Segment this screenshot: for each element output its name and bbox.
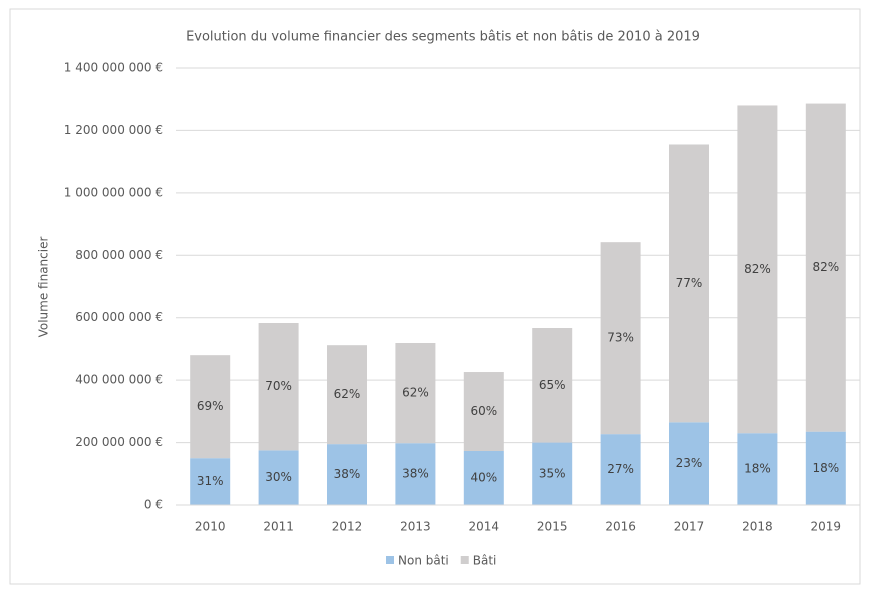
data-label: 18%	[744, 462, 771, 476]
y-tick-label: 1 000 000 000 €	[64, 185, 163, 199]
data-label: 35%	[539, 466, 566, 480]
bar-segment	[190, 458, 231, 505]
x-tick-label: 2015	[537, 520, 568, 534]
bar-segment	[737, 105, 778, 434]
bar-segment	[532, 442, 573, 505]
bar-segment	[258, 450, 299, 505]
data-label: 40%	[470, 470, 497, 484]
y-tick-label: 400 000 000 €	[75, 373, 163, 387]
bar-segment	[327, 345, 367, 445]
data-label: 38%	[334, 467, 361, 481]
y-axis-label: Volume financier	[37, 237, 51, 338]
data-label: 62%	[334, 387, 361, 401]
x-tick-label: 2010	[195, 520, 226, 534]
bar-segment	[532, 328, 573, 443]
data-label: 82%	[744, 262, 771, 276]
bar-segment	[463, 450, 504, 505]
data-label: 62%	[402, 386, 429, 400]
data-label: 82%	[812, 260, 839, 274]
x-tick-label: 2012	[332, 520, 363, 534]
data-label: 69%	[197, 399, 224, 413]
legend-swatch	[460, 556, 469, 564]
data-label: 18%	[812, 461, 839, 475]
data-label: 70%	[265, 379, 292, 393]
bar-segment	[805, 431, 846, 505]
y-tick-label: 200 000 000 €	[75, 435, 163, 449]
legend-swatch	[386, 556, 394, 564]
bar-segment	[737, 433, 778, 505]
bar-segment	[600, 434, 641, 505]
data-label: 73%	[607, 331, 634, 345]
bar-segment	[463, 372, 504, 451]
data-label: 31%	[197, 474, 224, 488]
x-tick-label: 2019	[811, 520, 842, 534]
bar-segment	[258, 323, 299, 451]
x-tick-label: 2017	[674, 520, 705, 534]
y-tick-label: 0 €	[144, 498, 163, 512]
data-label: 65%	[539, 378, 566, 392]
chart-title: Evolution du volume financier des segmen…	[186, 30, 700, 45]
data-label: 30%	[265, 470, 292, 484]
legend-label: Non bâti	[398, 554, 449, 568]
x-tick-label: 2013	[400, 520, 431, 534]
legend-label: Bâti	[473, 554, 497, 568]
x-tick-label: 2014	[469, 520, 500, 534]
bar-segment	[395, 342, 436, 444]
bar-segment	[805, 103, 846, 432]
bar-segment	[669, 422, 709, 505]
y-tick-label: 800 000 000 €	[75, 248, 163, 262]
y-tick-label: 1 200 000 000 €	[64, 123, 163, 137]
bar-segment	[669, 144, 709, 423]
data-label: 60%	[470, 404, 497, 418]
data-label: 77%	[676, 276, 703, 290]
y-tick-label: 600 000 000 €	[75, 310, 163, 324]
bar-segment	[327, 444, 367, 505]
y-tick-label: 1 400 000 000 €	[64, 61, 163, 75]
data-label: 38%	[402, 467, 429, 481]
bar-segment	[600, 242, 641, 435]
x-tick-label: 2018	[742, 520, 773, 534]
bar-segment	[395, 443, 436, 505]
bar-segment	[190, 355, 231, 459]
x-tick-label: 2011	[263, 520, 294, 534]
data-label: 23%	[676, 456, 703, 470]
data-label: 27%	[607, 462, 634, 476]
x-tick-label: 2016	[605, 520, 636, 534]
